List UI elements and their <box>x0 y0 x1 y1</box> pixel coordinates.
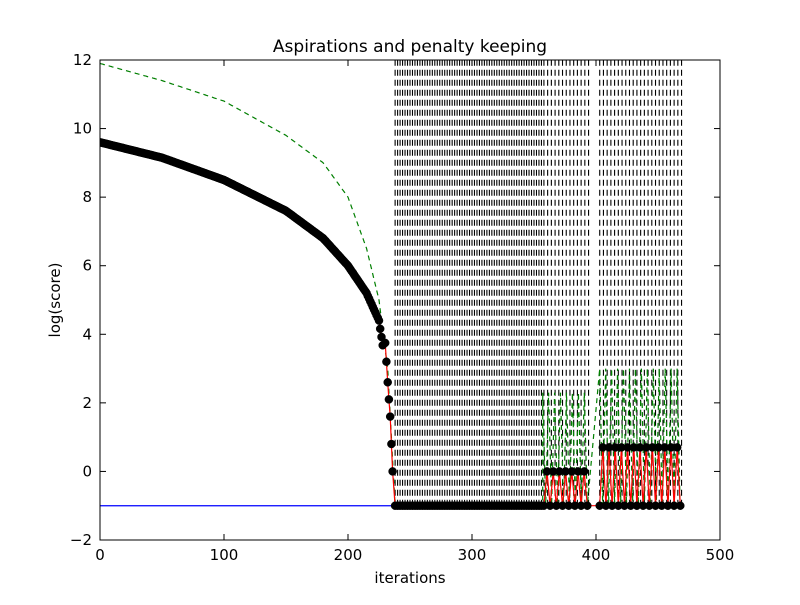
data-layer <box>100 60 685 510</box>
data-point <box>583 501 592 510</box>
y-tick-label: 6 <box>82 257 92 275</box>
y-axis-label: log(score) <box>46 263 64 338</box>
data-point <box>579 467 589 476</box>
chart-title: Aspirations and penalty keeping <box>273 37 547 57</box>
x-tick-label: 500 <box>706 546 735 564</box>
y-tick-label: 10 <box>73 120 92 138</box>
series-green-dashed-line <box>100 62 681 507</box>
y-tick-label: 0 <box>82 462 92 480</box>
y-tick-label: 2 <box>82 394 92 412</box>
x-axis-label: iterations <box>374 569 445 587</box>
series-red-line <box>100 141 681 507</box>
y-tick-label: 4 <box>82 325 92 343</box>
data-point <box>387 439 396 449</box>
y-tick-label: 12 <box>73 51 92 69</box>
x-tick-label: 0 <box>95 546 105 564</box>
x-tick-label: 200 <box>334 546 363 564</box>
data-point <box>382 357 391 366</box>
data-point <box>374 316 384 325</box>
data-point <box>383 378 392 387</box>
axes-frame <box>99 59 721 541</box>
y-tick-label: −2 <box>70 531 92 549</box>
data-point <box>384 395 394 404</box>
data-point <box>388 467 397 476</box>
data-point <box>375 324 385 334</box>
data-point <box>676 501 685 510</box>
y-tick-label: 8 <box>82 188 92 206</box>
x-tick-label: 400 <box>582 546 611 564</box>
data-point <box>380 338 390 348</box>
x-tick-label: 100 <box>210 546 239 564</box>
data-point <box>385 412 395 421</box>
data-point <box>672 443 682 452</box>
x-tick-label: 300 <box>458 546 487 564</box>
